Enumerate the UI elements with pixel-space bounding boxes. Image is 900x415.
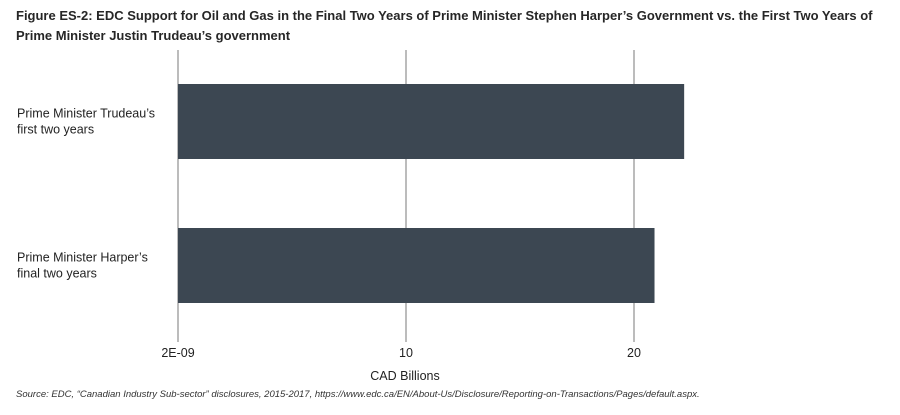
x-tick-labels: 2E-09 10 20 xyxy=(161,346,641,360)
category-labels: Prime Minister Trudeau’s first two years P… xyxy=(17,107,155,281)
x-tick-label: 20 xyxy=(627,346,641,360)
category-label: Prime Minister Trudeau’s first two years xyxy=(17,107,155,137)
source-note: Source: EDC, “Canadian Industry Sub-sect… xyxy=(16,389,700,400)
x-tick-label: 2E-09 xyxy=(161,346,194,360)
x-axis-title: CAD Billions xyxy=(370,369,439,383)
bar xyxy=(178,228,655,303)
x-tick-label: 10 xyxy=(399,346,413,360)
chart-title: Figure ES-2: EDC Support for Oil and Gas… xyxy=(16,8,873,43)
category-label: Prime Minister Harper’s final two years xyxy=(17,251,148,281)
bars xyxy=(178,84,685,303)
bar xyxy=(178,84,685,159)
